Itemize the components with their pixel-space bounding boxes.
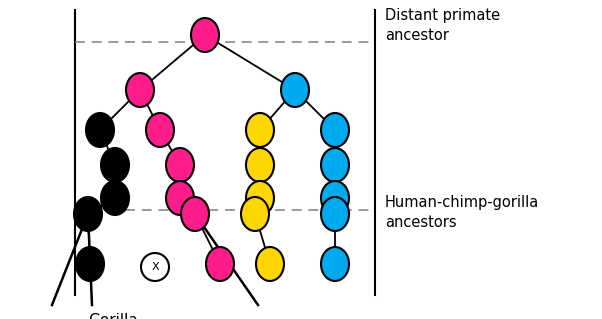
Ellipse shape <box>101 181 129 215</box>
Ellipse shape <box>86 113 114 147</box>
Ellipse shape <box>76 247 104 281</box>
Ellipse shape <box>166 181 194 215</box>
Ellipse shape <box>146 113 174 147</box>
Ellipse shape <box>181 197 209 231</box>
Ellipse shape <box>321 181 349 215</box>
Ellipse shape <box>246 113 274 147</box>
Ellipse shape <box>101 148 129 182</box>
Ellipse shape <box>321 113 349 147</box>
Ellipse shape <box>74 197 102 231</box>
Ellipse shape <box>321 197 349 231</box>
Ellipse shape <box>166 148 194 182</box>
Text: Human-chimp-gorilla
ancestors: Human-chimp-gorilla ancestors <box>385 195 539 230</box>
Ellipse shape <box>246 148 274 182</box>
Circle shape <box>141 253 169 281</box>
Ellipse shape <box>256 247 284 281</box>
Ellipse shape <box>246 181 274 215</box>
Ellipse shape <box>321 148 349 182</box>
Text: X: X <box>151 262 159 272</box>
Text: Gorilla: Gorilla <box>88 313 138 319</box>
Ellipse shape <box>191 18 219 52</box>
Ellipse shape <box>281 73 309 107</box>
Ellipse shape <box>241 197 269 231</box>
Ellipse shape <box>206 247 234 281</box>
Text: Distant primate
ancestor: Distant primate ancestor <box>385 8 500 43</box>
Ellipse shape <box>321 247 349 281</box>
Ellipse shape <box>126 73 154 107</box>
